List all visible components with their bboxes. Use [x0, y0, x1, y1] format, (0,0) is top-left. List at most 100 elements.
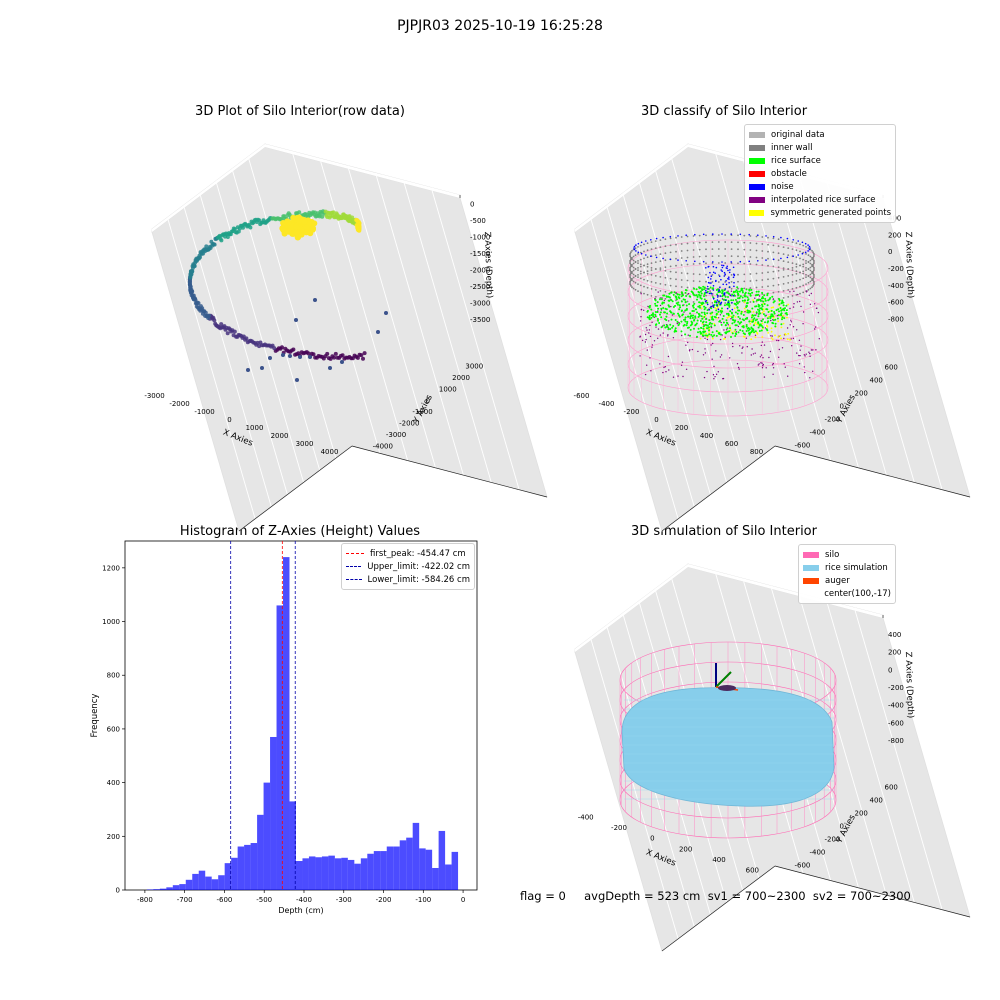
- cls-wall-point: [637, 276, 639, 278]
- cls-wall-point: [711, 302, 714, 304]
- cls-wall-point: [743, 280, 746, 283]
- cls-rice-point: [727, 292, 730, 295]
- cls-rice-point: [781, 316, 784, 319]
- cls-wall-point: [654, 254, 657, 256]
- cls-wall-point: [737, 273, 739, 276]
- cls-rice-point: [702, 320, 705, 323]
- cls-rice-point: [732, 314, 735, 317]
- cls-rice-point: [734, 311, 737, 314]
- sim-x-tick: 0: [650, 835, 654, 843]
- cls-rice-point: [692, 314, 695, 317]
- cls-wall-point: [805, 246, 807, 248]
- sim-y-axis: [774, 865, 971, 918]
- sim-z-tick: 0: [888, 666, 892, 674]
- cls-rice-point: [652, 312, 654, 315]
- cls-rice-point: [769, 317, 772, 320]
- cls-noise-point: [712, 233, 714, 235]
- raw-y-tick: -2000: [399, 420, 419, 428]
- cls-rice-point: [757, 290, 760, 293]
- cls-rice-point: [733, 302, 736, 305]
- hist-bar: [334, 858, 342, 890]
- cls-sym-point: [749, 322, 752, 325]
- cls-wall-point: [654, 289, 657, 291]
- cls-rice-point: [710, 333, 713, 336]
- cls-wall-point: [639, 277, 642, 280]
- cls-rice-point: [680, 300, 683, 303]
- legend-entry: silo: [803, 548, 891, 561]
- cls-rice-point: [664, 318, 667, 321]
- cls-interp-point: [736, 363, 739, 365]
- cls-rice-point: [702, 330, 705, 333]
- cls-wall-point: [787, 254, 790, 256]
- cls-wall-point: [630, 279, 632, 282]
- hist-y-tick: 200: [107, 833, 120, 841]
- cls-sym-point: [728, 315, 731, 318]
- cls-interp-point: [797, 293, 799, 296]
- cls-rice-point: [785, 312, 788, 314]
- raw-x-tick: 3000: [296, 440, 314, 448]
- raw-point: [212, 242, 217, 247]
- raw-point: [303, 229, 310, 236]
- cls-rice-point: [752, 300, 755, 303]
- cls-interp-point: [725, 329, 728, 331]
- cls-y-tick: 200: [855, 390, 868, 398]
- cls-wall-point: [782, 260, 785, 262]
- cls-noise-point: [715, 301, 718, 304]
- cls-rice-point: [682, 324, 685, 327]
- legend-line: [346, 566, 362, 567]
- cls-noise-point: [804, 242, 807, 245]
- raw-x-tick: 0: [227, 416, 231, 424]
- cls-interp-point: [710, 344, 712, 346]
- cls-wall-point: [686, 293, 689, 296]
- hist-bar: [198, 870, 206, 890]
- cls-wall-point: [629, 283, 632, 286]
- cls-interp-point: [717, 371, 719, 373]
- cls-wall-point: [675, 250, 677, 253]
- cls-rice-point: [774, 322, 777, 325]
- cls-interp-point: [799, 300, 801, 303]
- cls-wall-point: [686, 263, 689, 266]
- raw-point: [225, 235, 230, 239]
- cls-wall-point: [755, 249, 758, 252]
- cls-wall-point: [711, 241, 714, 244]
- panel-title-raw: 3D Plot of Silo Interior(row data): [195, 104, 405, 119]
- cls-interp-point: [665, 371, 667, 373]
- cls-rice-point: [692, 310, 695, 312]
- raw-point: [340, 360, 344, 364]
- cls-wall-point: [680, 236, 683, 238]
- sim-z-tick: -400: [888, 702, 904, 710]
- cls-rice-point: [657, 307, 660, 310]
- cls-interp-point: [789, 291, 791, 293]
- cls-rice-point: [735, 289, 738, 292]
- cls-wall-point: [637, 269, 639, 271]
- cls-wall-point: [812, 272, 814, 275]
- cls-wall-point: [761, 250, 764, 252]
- cls-interp-point: [685, 344, 687, 346]
- hist-bar: [315, 857, 322, 890]
- cls-interp-point: [713, 378, 715, 380]
- cls-rice-point: [753, 331, 756, 334]
- cls-interp-point: [670, 305, 672, 308]
- cls-rice-point: [736, 302, 739, 305]
- cls-interp-point: [723, 329, 725, 331]
- cls-sym-point: [754, 321, 757, 324]
- cls-rice-point: [726, 327, 729, 330]
- cls-wall-point: [737, 255, 739, 258]
- cls-rice-point: [705, 321, 708, 324]
- cls-rice-point: [652, 313, 654, 316]
- cls-wall-point: [698, 280, 701, 283]
- cls-wall-point: [772, 291, 775, 294]
- cls-wall-point: [630, 251, 632, 254]
- cls-rice-point: [764, 314, 767, 317]
- cls-interp-point: [814, 303, 816, 305]
- cls-interp-point: [668, 369, 670, 371]
- raw-y-tick: -1000: [412, 408, 432, 416]
- raw-point: [293, 223, 300, 230]
- cls-wall-point: [692, 249, 695, 251]
- hist-bar: [341, 857, 348, 890]
- cls-rice-point: [665, 315, 668, 318]
- cls-rice-point: [747, 298, 750, 301]
- cls-wall-point: [809, 269, 812, 272]
- cls-interp-point: [715, 350, 717, 352]
- cls-rice-point: [724, 324, 727, 327]
